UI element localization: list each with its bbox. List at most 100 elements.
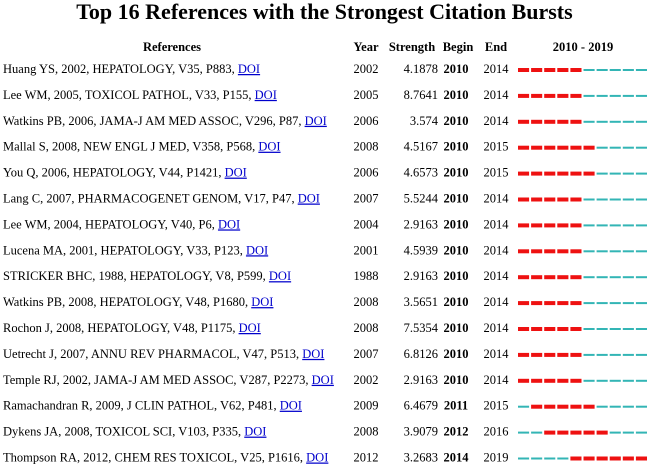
table-row: Watkins PB, 2006, JAMA-J AM MED ASSOC, V… [3, 114, 647, 128]
doi-link[interactable]: DOI [312, 373, 334, 387]
year-cell: 2008 [354, 321, 379, 335]
timeline-segment [531, 457, 543, 460]
doi-link[interactable]: DOI [302, 347, 324, 361]
burst-segment [518, 249, 530, 254]
year-cell: 2009 [354, 399, 379, 413]
timeline-segment [609, 276, 621, 279]
strength-cell: 4.6573 [404, 166, 438, 180]
timeline-segment [609, 379, 621, 382]
timeline-segment [596, 250, 608, 253]
timeline-segment [609, 224, 621, 227]
burst-segment [570, 249, 582, 254]
burst-segment [544, 93, 556, 98]
burst-segment [622, 456, 634, 461]
burst-segment [531, 119, 543, 124]
table-row: Mallal S, 2008, NEW ENGL J MED, V358, P5… [3, 140, 647, 154]
timeline-segment [635, 172, 647, 175]
reference-text: Rochon J, 2008, HEPATOLOGY, V48, P1175, [3, 321, 239, 335]
timeline-segment [622, 302, 634, 305]
table-row: Watkins PB, 2008, HEPATOLOGY, V48, P1680… [3, 295, 647, 309]
timeline-segment [622, 405, 634, 408]
burst-segment [544, 223, 556, 228]
strength-cell: 6.8126 [404, 347, 438, 361]
end-cell: 2014 [484, 347, 510, 361]
burst-segment [518, 378, 530, 383]
timeline-segment [622, 379, 634, 382]
doi-link[interactable]: DOI [251, 295, 273, 309]
timeline-segment [635, 198, 647, 201]
strength-cell: 2.9163 [404, 217, 438, 231]
burst-segment [557, 93, 569, 98]
doi-link[interactable]: DOI [305, 114, 327, 128]
timeline-segment [609, 120, 621, 123]
burst-segment [544, 275, 556, 280]
burst-segment [531, 68, 543, 72]
year-cell: 2008 [354, 425, 379, 439]
timeline-segment [596, 405, 608, 408]
burst-segment [583, 404, 595, 409]
timeline-segment [583, 69, 595, 71]
begin-cell: 2010 [444, 140, 469, 154]
burst-segment [518, 275, 530, 280]
begin-cell: 2010 [444, 347, 469, 361]
burst-segment [557, 327, 569, 331]
timeline-segment [583, 224, 595, 227]
doi-link[interactable]: DOI [269, 269, 291, 283]
burst-segment [557, 301, 569, 306]
reference-text: Thompson RA, 2012, CHEM RES TOXICOL, V25… [3, 451, 306, 465]
end-cell: 2014 [484, 62, 510, 76]
doi-link[interactable]: DOI [246, 243, 268, 257]
end-cell: 2014 [484, 192, 510, 206]
burst-segment [544, 171, 556, 176]
burst-segment [544, 404, 556, 409]
timeline-segment [609, 94, 621, 97]
reference-text: Lee WM, 2005, TOXICOL PATHOL, V33, P155, [3, 88, 255, 102]
timeline-segment [518, 405, 530, 408]
burst-segment [583, 145, 595, 150]
doi-link[interactable]: DOI [258, 140, 280, 154]
timeline-segment [635, 431, 647, 434]
burst-segment [570, 171, 582, 176]
header-year: Year [354, 40, 379, 54]
timeline-segment [583, 120, 595, 123]
doi-link[interactable]: DOI [225, 166, 247, 180]
doi-link[interactable]: DOI [238, 62, 260, 76]
begin-cell: 2010 [444, 114, 469, 128]
table-row: Temple RJ, 2002, JAMA-J AM MED ASSOC, V2… [3, 373, 647, 387]
table-row: Dykens JA, 2008, TOXICOL SCI, V103, P335… [3, 425, 647, 439]
reference-text: Lucena MA, 2001, HEPATOLOGY, V33, P123, [3, 243, 246, 257]
strength-cell: 4.5939 [404, 243, 438, 257]
doi-link[interactable]: DOI [306, 451, 328, 465]
doi-link[interactable]: DOI [255, 88, 277, 102]
burst-segment [531, 301, 543, 306]
reference-cell: Watkins PB, 2006, JAMA-J AM MED ASSOC, V… [3, 114, 327, 128]
table-row: You Q, 2006, HEPATOLOGY, V44, P1421, DOI… [3, 166, 647, 180]
year-cell: 2007 [354, 192, 379, 206]
timeline-segment [635, 276, 647, 279]
doi-link[interactable]: DOI [298, 192, 320, 206]
doi-link[interactable]: DOI [280, 399, 302, 413]
doi-link[interactable]: DOI [244, 425, 266, 439]
doi-link[interactable]: DOI [239, 321, 261, 335]
burst-segment [531, 145, 543, 150]
doi-link[interactable]: DOI [218, 217, 240, 231]
timeline-segment [635, 69, 647, 71]
burst-segment [544, 430, 556, 435]
reference-text: Lang C, 2007, PHARMACOGENET GENOM, V17, … [3, 192, 298, 206]
burst-segment [544, 378, 556, 383]
timeline-segment [635, 353, 647, 356]
end-cell: 2015 [484, 140, 509, 154]
table-row: Lee WM, 2005, TOXICOL PATHOL, V33, P155,… [3, 88, 647, 102]
burst-segment [557, 145, 569, 150]
year-cell: 1988 [354, 269, 379, 283]
table-row: Rochon J, 2008, HEPATOLOGY, V48, P1175, … [3, 321, 647, 335]
burst-segment [557, 352, 569, 357]
strength-cell: 2.9163 [404, 373, 438, 387]
burst-segment [570, 378, 582, 383]
timeline-segment [622, 94, 634, 97]
timeline-segment [635, 120, 647, 123]
timeline-segment [622, 69, 634, 71]
burst-segment [518, 301, 530, 306]
burst-segment [531, 197, 543, 202]
reference-text: Ramachandran R, 2009, J CLIN PATHOL, V62… [3, 399, 280, 413]
